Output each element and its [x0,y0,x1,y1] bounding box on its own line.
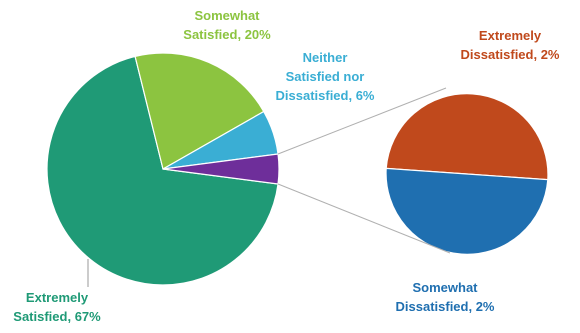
connector-line-bottom [277,183,451,254]
label-line: Extremely [479,28,542,43]
label-somewhat-dissatisfied: Somewhat Dissatisfied, 2% [396,280,495,314]
label-line: Extremely [26,290,89,305]
label-neither: Neither Satisfied nor Dissatisfied, 6% [276,50,375,103]
label-line: Somewhat [412,280,478,295]
label-line: Satisfied nor [286,69,365,84]
label-line: Somewhat [194,8,260,23]
connector-line-top [277,87,447,155]
breakout-slice-somewhat-dissatisfied [385,167,549,255]
breakout-pie [385,93,549,255]
main-pie [46,52,280,286]
label-line: Satisfied, 20% [183,27,271,42]
connector-lines [87,87,451,287]
breakout-slice-extremely-dissatisfied [385,93,549,181]
label-line: Neither [303,50,348,65]
label-line: Dissatisfied, 2% [396,299,495,314]
slice-labels: Extremely Satisfied, 67% Somewhat Satisfied… [13,8,560,324]
label-line: Dissatisfied, 6% [276,88,375,103]
pie-slice-extremely-satisfied [46,55,279,286]
label-line: Dissatisfied, 2% [461,47,560,62]
label-extremely-dissatisfied: Extremely Dissatisfied, 2% [461,28,560,62]
label-extremely-satisfied: Extremely Satisfied, 67% [13,290,101,324]
pie-slice-somewhat-satisfied [134,52,265,170]
label-line: Satisfied, 67% [13,309,101,324]
label-somewhat-satisfied: Somewhat Satisfied, 20% [183,8,271,42]
